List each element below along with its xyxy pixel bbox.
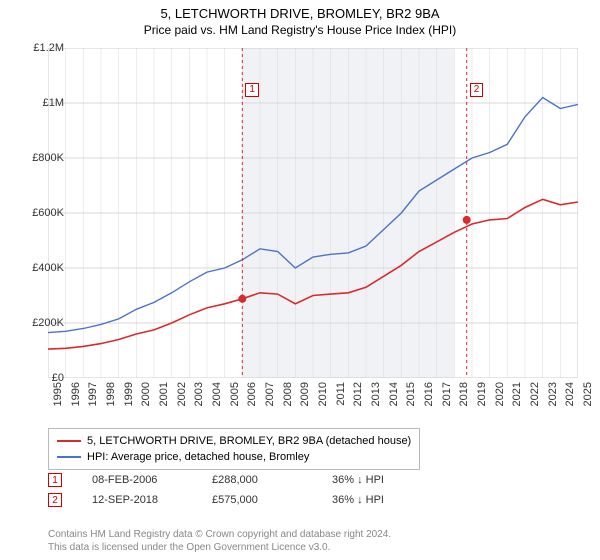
footer: Contains HM Land Registry data © Crown c… xyxy=(48,528,391,554)
legend-item: HPI: Average price, detached house, Brom… xyxy=(57,449,411,465)
transaction-date: 12-SEP-2018 xyxy=(92,494,182,506)
y-tick-label: £600K xyxy=(24,207,64,219)
legend-item: 5, LETCHWORTH DRIVE, BROMLEY, BR2 9BA (d… xyxy=(57,433,411,449)
chart-subtitle: Price paid vs. HM Land Registry's House … xyxy=(0,23,600,37)
footer-line-1: Contains HM Land Registry data © Crown c… xyxy=(48,528,391,541)
marker-label-1: 1 xyxy=(245,83,259,97)
transaction-date: 08-FEB-2006 xyxy=(92,474,182,486)
x-tick-label: 2004 xyxy=(211,382,223,406)
x-tick-label: 2019 xyxy=(476,382,488,406)
x-tick-label: 2018 xyxy=(458,382,470,406)
x-tick-label: 2020 xyxy=(494,382,506,406)
transaction-table: 1 08-FEB-2006 £288,000 36% ↓ HPI 2 12-SEP-201… xyxy=(48,470,422,510)
x-tick-label: 1995 xyxy=(52,382,64,406)
x-tick-label: 2024 xyxy=(564,382,576,406)
legend-label: 5, LETCHWORTH DRIVE, BROMLEY, BR2 9BA (d… xyxy=(87,433,411,449)
chart-svg xyxy=(48,48,578,378)
y-tick-label: £200K xyxy=(24,317,64,329)
x-tick-label: 2010 xyxy=(317,382,329,406)
x-tick-label: 2012 xyxy=(352,382,364,406)
x-tick-label: 2025 xyxy=(582,382,594,406)
x-tick-label: 2005 xyxy=(229,382,241,406)
x-tick-label: 2009 xyxy=(299,382,311,406)
x-tick-label: 2022 xyxy=(529,382,541,406)
y-tick-label: £1M xyxy=(24,97,64,109)
x-tick-label: 1997 xyxy=(87,382,99,406)
x-tick-label: 2016 xyxy=(423,382,435,406)
y-tick-label: £800K xyxy=(24,152,64,164)
x-tick-label: 2014 xyxy=(388,382,400,406)
x-tick-label: 1998 xyxy=(105,382,117,406)
x-tick-label: 2015 xyxy=(405,382,417,406)
legend-label: HPI: Average price, detached house, Brom… xyxy=(87,449,309,465)
x-tick-label: 2013 xyxy=(370,382,382,406)
transaction-diff: 36% ↓ HPI xyxy=(332,494,422,506)
x-tick-label: 2008 xyxy=(282,382,294,406)
transaction-row: 2 12-SEP-2018 £575,000 36% ↓ HPI xyxy=(48,490,422,510)
legend-swatch xyxy=(57,456,81,458)
x-tick-label: 1996 xyxy=(70,382,82,406)
x-tick-label: 2006 xyxy=(246,382,258,406)
transaction-idx: 1 xyxy=(48,473,62,487)
x-tick-label: 2003 xyxy=(193,382,205,406)
y-tick-label: £1.2M xyxy=(24,42,64,54)
x-tick-label: 1999 xyxy=(123,382,135,406)
chart-area xyxy=(48,48,578,378)
transaction-price: £288,000 xyxy=(212,474,302,486)
x-tick-label: 2017 xyxy=(441,382,453,406)
transaction-price: £575,000 xyxy=(212,494,302,506)
chart-title: 5, LETCHWORTH DRIVE, BROMLEY, BR2 9BA xyxy=(0,0,600,21)
chart-container: 5, LETCHWORTH DRIVE, BROMLEY, BR2 9BA Pr… xyxy=(0,0,600,560)
legend: 5, LETCHWORTH DRIVE, BROMLEY, BR2 9BA (d… xyxy=(48,428,420,470)
x-tick-label: 2001 xyxy=(158,382,170,406)
x-tick-label: 2002 xyxy=(176,382,188,406)
x-tick-label: 2007 xyxy=(264,382,276,406)
transaction-row: 1 08-FEB-2006 £288,000 36% ↓ HPI xyxy=(48,470,422,490)
x-tick-label: 2011 xyxy=(335,382,347,406)
transaction-diff: 36% ↓ HPI xyxy=(332,474,422,486)
x-tick-label: 2023 xyxy=(547,382,559,406)
transaction-idx: 2 xyxy=(48,493,62,507)
x-tick-label: 2000 xyxy=(140,382,152,406)
y-tick-label: £400K xyxy=(24,262,64,274)
footer-line-2: This data is licensed under the Open Gov… xyxy=(48,541,391,554)
x-tick-label: 2021 xyxy=(511,382,523,406)
marker-label-2: 2 xyxy=(470,83,484,97)
legend-swatch xyxy=(57,440,81,442)
